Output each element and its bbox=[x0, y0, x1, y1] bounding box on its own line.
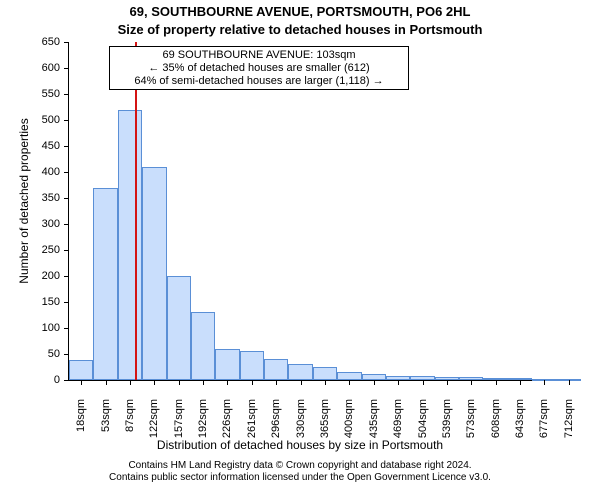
x-tick-mark bbox=[227, 380, 228, 385]
histogram-bar bbox=[337, 372, 361, 380]
reference-line bbox=[135, 42, 137, 380]
x-tick-mark bbox=[81, 380, 82, 385]
y-tick-mark bbox=[64, 302, 69, 303]
y-tick-mark bbox=[64, 198, 69, 199]
y-tick-label: 600 bbox=[30, 62, 60, 74]
y-tick-label: 550 bbox=[30, 88, 60, 100]
x-tick-mark bbox=[544, 380, 545, 385]
x-axis-label: Distribution of detached houses by size … bbox=[0, 438, 600, 452]
y-tick-mark bbox=[64, 146, 69, 147]
x-tick-mark bbox=[496, 380, 497, 385]
x-tick-mark bbox=[252, 380, 253, 385]
footer-line-2: Contains public sector information licen… bbox=[0, 472, 600, 484]
x-tick-mark bbox=[106, 380, 107, 385]
y-tick-mark bbox=[64, 224, 69, 225]
x-tick-mark bbox=[349, 380, 350, 385]
y-tick-mark bbox=[64, 250, 69, 251]
histogram-bar bbox=[313, 367, 337, 380]
y-tick-mark bbox=[64, 276, 69, 277]
y-tick-mark bbox=[64, 354, 69, 355]
histogram-bar bbox=[167, 276, 191, 380]
y-tick-label: 350 bbox=[30, 192, 60, 204]
y-tick-label: 450 bbox=[30, 140, 60, 152]
x-tick-mark bbox=[179, 380, 180, 385]
histogram-bar bbox=[264, 359, 288, 380]
y-tick-mark bbox=[64, 328, 69, 329]
y-axis-label: Number of detached properties bbox=[17, 101, 31, 301]
x-tick-mark bbox=[569, 380, 570, 385]
histogram-bar bbox=[215, 349, 239, 380]
x-tick-mark bbox=[374, 380, 375, 385]
y-tick-label: 300 bbox=[30, 218, 60, 230]
annotation-line-1: 69 SOUTHBOURNE AVENUE: 103sqm bbox=[114, 49, 404, 62]
x-tick-mark bbox=[203, 380, 204, 385]
y-tick-mark bbox=[64, 172, 69, 173]
histogram-bar bbox=[142, 167, 166, 380]
histogram-bar bbox=[191, 312, 215, 380]
x-tick-mark bbox=[520, 380, 521, 385]
x-tick-mark bbox=[423, 380, 424, 385]
y-tick-label: 50 bbox=[30, 348, 60, 360]
x-tick-mark bbox=[276, 380, 277, 385]
y-tick-mark bbox=[64, 42, 69, 43]
histogram-bar bbox=[240, 351, 264, 380]
y-tick-mark bbox=[64, 120, 69, 121]
y-tick-label: 250 bbox=[30, 244, 60, 256]
x-tick-mark bbox=[301, 380, 302, 385]
histogram-bar bbox=[93, 188, 117, 380]
histogram-bar bbox=[288, 364, 312, 380]
y-tick-mark bbox=[64, 68, 69, 69]
x-tick-mark bbox=[325, 380, 326, 385]
y-tick-label: 150 bbox=[30, 296, 60, 308]
annotation-line-3: 64% of semi-detached houses are larger (… bbox=[114, 75, 404, 88]
footer-line-1: Contains HM Land Registry data © Crown c… bbox=[0, 460, 600, 472]
annotation-line-2: ← 35% of detached houses are smaller (61… bbox=[114, 62, 404, 75]
chart-container: { "chart": { "type": "histogram", "title… bbox=[0, 0, 600, 500]
chart-title-address: 69, SOUTHBOURNE AVENUE, PORTSMOUTH, PO6 … bbox=[0, 4, 600, 19]
y-tick-label: 0 bbox=[30, 374, 60, 386]
y-tick-mark bbox=[64, 380, 69, 381]
x-tick-mark bbox=[398, 380, 399, 385]
y-tick-mark bbox=[64, 94, 69, 95]
histogram-bar bbox=[69, 360, 93, 380]
chart-title-subtitle: Size of property relative to detached ho… bbox=[0, 22, 600, 37]
x-tick-mark bbox=[447, 380, 448, 385]
y-tick-label: 400 bbox=[30, 166, 60, 178]
x-tick-mark bbox=[130, 380, 131, 385]
x-tick-mark bbox=[471, 380, 472, 385]
y-tick-label: 200 bbox=[30, 270, 60, 282]
annotation-box: 69 SOUTHBOURNE AVENUE: 103sqm ← 35% of d… bbox=[109, 46, 409, 90]
plot-area: 0501001502002503003504004505005506006501… bbox=[68, 42, 581, 381]
y-tick-label: 100 bbox=[30, 322, 60, 334]
y-tick-label: 650 bbox=[30, 36, 60, 48]
histogram-bar bbox=[118, 110, 142, 380]
chart-footer: Contains HM Land Registry data © Crown c… bbox=[0, 460, 600, 484]
y-tick-label: 500 bbox=[30, 114, 60, 126]
x-tick-mark bbox=[154, 380, 155, 385]
